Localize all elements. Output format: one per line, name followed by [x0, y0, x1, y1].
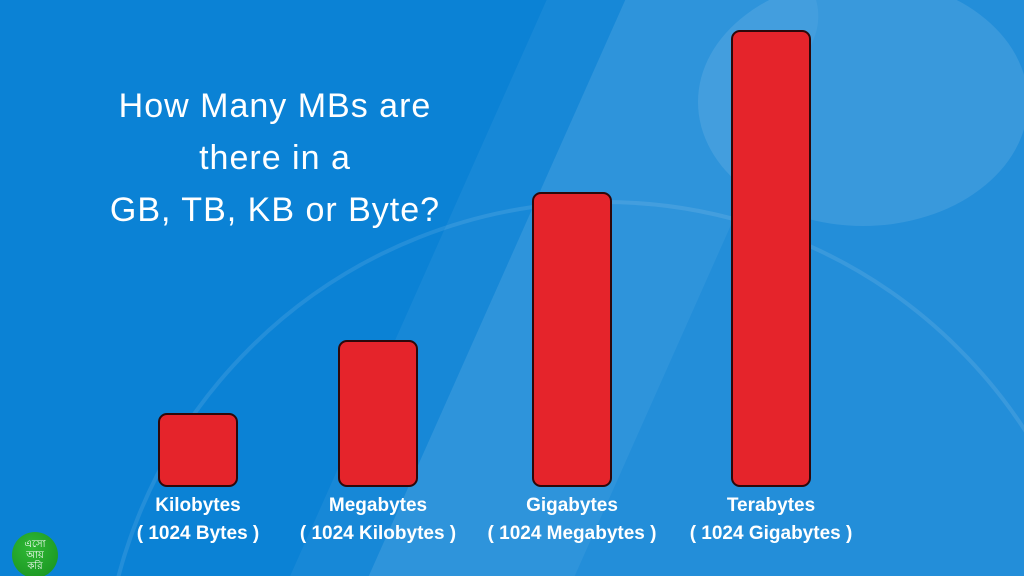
title-line-1: How Many MBs are [118, 87, 432, 125]
bar-label-terabytes: Terabytes [726, 495, 816, 516]
slide-title: How Many MBs are there in a GB, TB, KB o… [55, 80, 495, 236]
bar-sublabel-terabytes: ( 1024 Gigabytes ) [689, 523, 853, 544]
bar-label-gigabytes: Gigabytes [526, 495, 618, 516]
title-line-3: GB, TB, KB or Byte? [109, 191, 441, 229]
logo-text-line-2: আয় [26, 549, 44, 561]
bar-kilobytes [158, 413, 238, 487]
bar-sublabel-kilobytes: ( 1024 Bytes ) [136, 523, 260, 544]
bar-sublabel-gigabytes: ( 1024 Megabytes ) [487, 523, 657, 544]
bar-group-megabytes: Megabytes ( 1024 Kilobytes ) [278, 0, 478, 576]
bar-group-kilobytes: Kilobytes ( 1024 Bytes ) [98, 0, 298, 576]
logo-text-line-3: করি [27, 560, 43, 572]
bar-sublabel-megabytes: ( 1024 Kilobytes ) [299, 523, 457, 544]
bar-label-kilobytes: Kilobytes [155, 495, 241, 516]
bar-label-megabytes: Megabytes [328, 495, 428, 516]
bar-gigabytes [532, 192, 612, 487]
bar-group-terabytes: Terabytes ( 1024 Gigabytes ) [671, 0, 871, 576]
bar-group-gigabytes: Gigabytes ( 1024 Megabytes ) [472, 0, 672, 576]
title-line-2: there in a [199, 139, 351, 177]
bar-megabytes [338, 340, 418, 487]
bar-terabytes [731, 30, 811, 487]
logo-text-line-1: এসো [24, 538, 46, 550]
channel-logo: এসো আয় করি [12, 532, 58, 576]
